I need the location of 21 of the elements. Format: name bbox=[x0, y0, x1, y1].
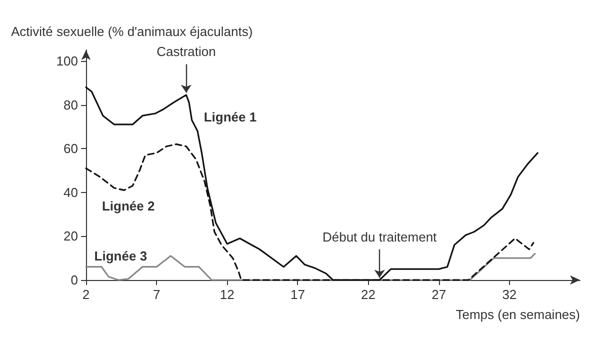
y-axis-title: Activité sexuelle (% d'animaux éjaculants) bbox=[11, 24, 253, 39]
x-tick-label: 22 bbox=[361, 287, 376, 302]
y-tick-label: 80 bbox=[64, 97, 78, 112]
x-tick-label: 2 bbox=[82, 287, 90, 302]
x-tick-label: 12 bbox=[220, 287, 234, 302]
x-tick-label: 27 bbox=[432, 287, 446, 302]
y-tick-label: 60 bbox=[64, 141, 78, 156]
annotation: Début du traitement bbox=[322, 229, 438, 244]
series-label: Lignée 3 bbox=[94, 248, 148, 264]
y-tick-label: 0 bbox=[70, 272, 78, 288]
y-tick-label: 40 bbox=[64, 184, 78, 200]
x-tick-label: 17 bbox=[290, 287, 305, 302]
series-label: Lignée 1 bbox=[204, 109, 257, 124]
y-tick-label: 20 bbox=[64, 228, 78, 244]
x-tick-label: 32 bbox=[502, 287, 517, 302]
y-tick-label: 100 bbox=[56, 53, 78, 68]
series-label: Lignée 2 bbox=[102, 198, 155, 214]
x-tick-label: 7 bbox=[152, 287, 160, 302]
line-series bbox=[85, 86, 538, 281]
annotation: Castration bbox=[156, 44, 216, 60]
x-axis-title: Temps (en semaines) bbox=[456, 307, 580, 322]
